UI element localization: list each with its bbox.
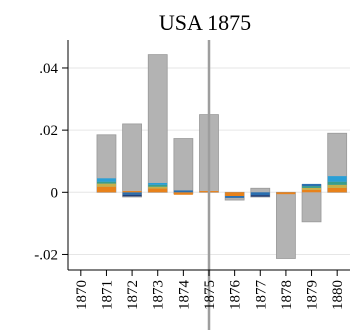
range-bar-1874 — [173, 138, 194, 195]
stack-segment-1877-1 — [250, 195, 270, 197]
x-tick-label: 1879 — [305, 280, 321, 310]
stack-segment-1876-0 — [225, 192, 245, 197]
axis-layer: -.02 0 .02 .04 1870 1871 1872 1873 1874 1875 1876 1… — [34, 40, 350, 310]
range-bar-1873 — [147, 54, 168, 193]
stack-segment-1874-0 — [173, 192, 193, 195]
stack-segment-1872-2 — [122, 191, 142, 193]
y-tick-label: 0 — [51, 185, 59, 201]
stack-segment-1871-0 — [96, 186, 116, 193]
stack-segment-1873-3 — [148, 182, 168, 185]
stack-segment-1880-3 — [327, 176, 347, 182]
chart-title: USA 1875 — [159, 10, 251, 35]
x-tick-label: 1874 — [176, 280, 192, 311]
x-tick-label: 1873 — [151, 280, 167, 310]
stack-segment-1880-1 — [327, 184, 347, 188]
stack-segment-1871-2 — [96, 181, 116, 184]
stack-segment-1872-0 — [122, 192, 142, 195]
stack-segment-1880-2 — [327, 181, 347, 185]
y-tick-label: -.02 — [34, 247, 58, 263]
stack-segment-1879-1 — [302, 187, 322, 190]
y-tick-label: .02 — [39, 123, 58, 139]
x-tick-label: 1880 — [330, 280, 346, 310]
stack-segment-1873-0 — [148, 188, 168, 193]
stack-segment-1879-3 — [302, 183, 322, 187]
stack-segment-1873-1 — [148, 186, 168, 189]
stack-segment-1880-0 — [327, 187, 347, 193]
x-tick-label: 1877 — [253, 280, 269, 311]
stack-segment-1878-0 — [276, 192, 296, 195]
y-tick-label: .04 — [39, 61, 58, 77]
range-bar-1878 — [276, 191, 296, 259]
x-tick-label: 1870 — [74, 280, 90, 310]
range-bar-1871 — [96, 134, 117, 193]
stack-segment-1879-0 — [302, 189, 322, 193]
stack-segment-1876-1 — [225, 196, 245, 198]
x-tick-label: 1872 — [125, 280, 141, 310]
stack-segment-1871-1 — [96, 183, 116, 187]
bar-layer — [96, 54, 348, 259]
stack-segment-1879-2 — [302, 186, 322, 188]
range-bar-1872 — [122, 123, 142, 198]
stack-layer — [96, 176, 347, 198]
x-tick-label: 1875 — [202, 280, 218, 310]
stack-segment-1877-0 — [250, 192, 270, 196]
x-tick-label: 1878 — [279, 280, 295, 310]
stack-segment-1873-2 — [148, 184, 168, 187]
x-tick-label: 1876 — [228, 280, 244, 311]
stack-segment-1874-1 — [173, 190, 193, 193]
stack-segment-1871-3 — [96, 178, 116, 182]
x-tick-label: 1871 — [99, 280, 115, 310]
stack-segment-1872-1 — [122, 194, 142, 197]
